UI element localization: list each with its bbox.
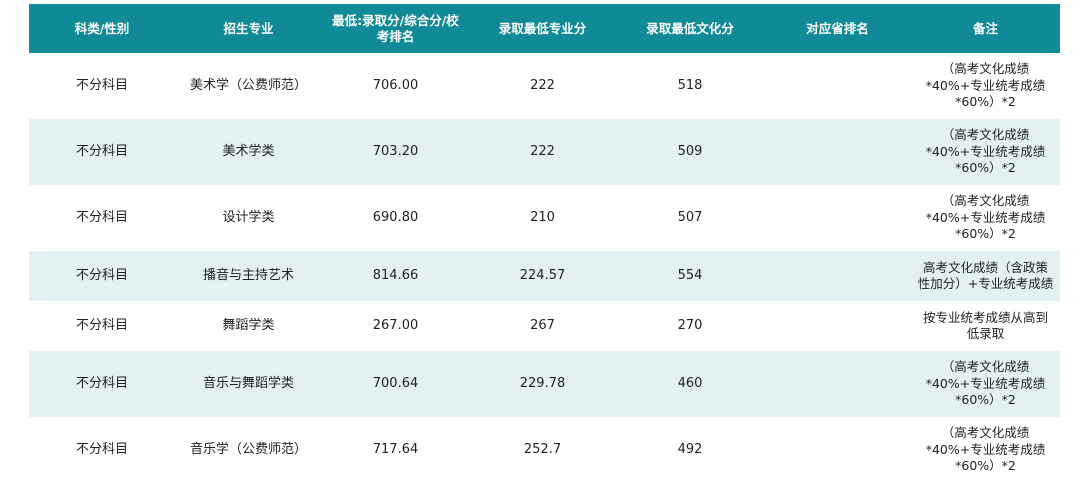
cell-category: 不分科目 (29, 251, 175, 301)
cell-note: （高考文化成绩*40%+专业统考成绩*60%）*2 (911, 351, 1060, 417)
cell-min-major-score: 222 (469, 119, 616, 185)
cell-note: （高考文化成绩*40%+专业统考成绩*60%）*2 (911, 119, 1060, 185)
cell-major: 音乐学（公费师范） (189, 441, 307, 457)
cell-note: （高考文化成绩*40%+专业统考成绩*60%）*2 (925, 61, 1046, 110)
table-row: 不分科目 舞蹈学类 267.00 267 270 按专业统考成绩从高到低录取 (29, 301, 1060, 351)
cell-note: （高考文化成绩*40%+专业统考成绩*60%）*2 (925, 425, 1046, 474)
header-province-rank: 对应省排名 (764, 4, 911, 53)
cell-min-culture-score: 270 (677, 317, 703, 333)
cell-min-major-score: 222 (530, 77, 555, 93)
cell-min-score: 814.66 (322, 251, 469, 301)
cell-min-culture-score: 492 (677, 441, 703, 457)
cell-note: （高考文化成绩*40%+专业统考成绩*60%）*2 (925, 193, 1046, 242)
header-row: 科类/性别 招生专业 最低:录取分/综合分/校考排名 录取最低专业分 录取最低文… (29, 4, 1060, 53)
cell-major: 美术学类 (175, 119, 322, 185)
cell-province-rank (764, 351, 911, 417)
table-body: 不分科目 美术学（公费师范） 706.00 222 518 （高考文化成绩*40… (29, 53, 1060, 483)
cell-category: 不分科目 (75, 441, 128, 457)
cell-major: 舞蹈学类 (222, 317, 275, 333)
admission-table-container: 科类/性别 招生专业 最低:录取分/综合分/校考排名 录取最低专业分 录取最低文… (29, 4, 1060, 483)
table-row: 不分科目 设计学类 690.80 210 507 （高考文化成绩*40%+专业统… (29, 185, 1060, 251)
cell-province-rank (764, 185, 911, 251)
header-category: 科类/性别 (29, 4, 175, 53)
header-major: 招生专业 (175, 4, 322, 53)
cell-min-score: 706.00 (372, 77, 419, 93)
table-row: 不分科目 音乐学（公费师范） 717.64 252.7 492 （高考文化成绩*… (29, 417, 1060, 483)
table-header: 科类/性别 招生专业 最低:录取分/综合分/校考排名 录取最低专业分 录取最低文… (29, 4, 1060, 53)
table-row: 不分科目 音乐与舞蹈学类 700.64 229.78 460 （高考文化成绩*4… (29, 351, 1060, 417)
cell-min-major-score: 229.78 (469, 351, 616, 417)
cell-min-score: 703.20 (322, 119, 469, 185)
cell-min-score: 717.64 (372, 441, 419, 457)
cell-major: 播音与主持艺术 (175, 251, 322, 301)
cell-category: 不分科目 (75, 317, 128, 333)
header-min-major-score: 录取最低专业分 (469, 4, 616, 53)
cell-note: 高考文化成绩（含政策性加分）+专业统考成绩 (911, 251, 1060, 301)
admission-score-table: 科类/性别 招生专业 最低:录取分/综合分/校考排名 录取最低专业分 录取最低文… (29, 4, 1060, 483)
cell-category: 不分科目 (29, 119, 175, 185)
cell-min-major-score: 267 (530, 317, 555, 333)
cell-major: 音乐与舞蹈学类 (175, 351, 322, 417)
cell-province-rank (764, 251, 911, 301)
cell-min-score: 267.00 (372, 317, 419, 333)
table-row: 不分科目 美术学（公费师范） 706.00 222 518 （高考文化成绩*40… (29, 53, 1060, 119)
cell-min-score: 700.64 (322, 351, 469, 417)
cell-min-culture-score: 507 (677, 209, 703, 225)
cell-min-culture-score: 509 (616, 119, 764, 185)
header-note: 备注 (911, 4, 1060, 53)
header-min-score: 最低:录取分/综合分/校考排名 (322, 4, 469, 53)
cell-province-rank (764, 53, 911, 119)
cell-note: 按专业统考成绩从高到低录取 (922, 309, 1048, 342)
cell-min-score: 690.80 (372, 209, 419, 225)
table-row: 不分科目 美术学类 703.20 222 509 （高考文化成绩*40%+专业统… (29, 119, 1060, 185)
cell-category: 不分科目 (75, 77, 128, 93)
cell-province-rank (764, 119, 911, 185)
cell-major: 设计学类 (222, 209, 275, 225)
cell-min-culture-score: 518 (677, 77, 703, 93)
cell-category: 不分科目 (75, 209, 128, 225)
cell-province-rank (764, 417, 911, 483)
cell-major: 美术学（公费师范） (189, 77, 307, 93)
cell-min-major-score: 210 (530, 209, 555, 225)
cell-min-major-score: 224.57 (469, 251, 616, 301)
cell-min-culture-score: 460 (616, 351, 764, 417)
cell-min-major-score: 252.7 (523, 441, 562, 457)
table-row: 不分科目 播音与主持艺术 814.66 224.57 554 高考文化成绩（含政… (29, 251, 1060, 301)
header-min-culture-score: 录取最低文化分 (616, 4, 764, 53)
cell-category: 不分科目 (29, 351, 175, 417)
cell-province-rank (764, 301, 911, 351)
cell-min-culture-score: 554 (616, 251, 764, 301)
